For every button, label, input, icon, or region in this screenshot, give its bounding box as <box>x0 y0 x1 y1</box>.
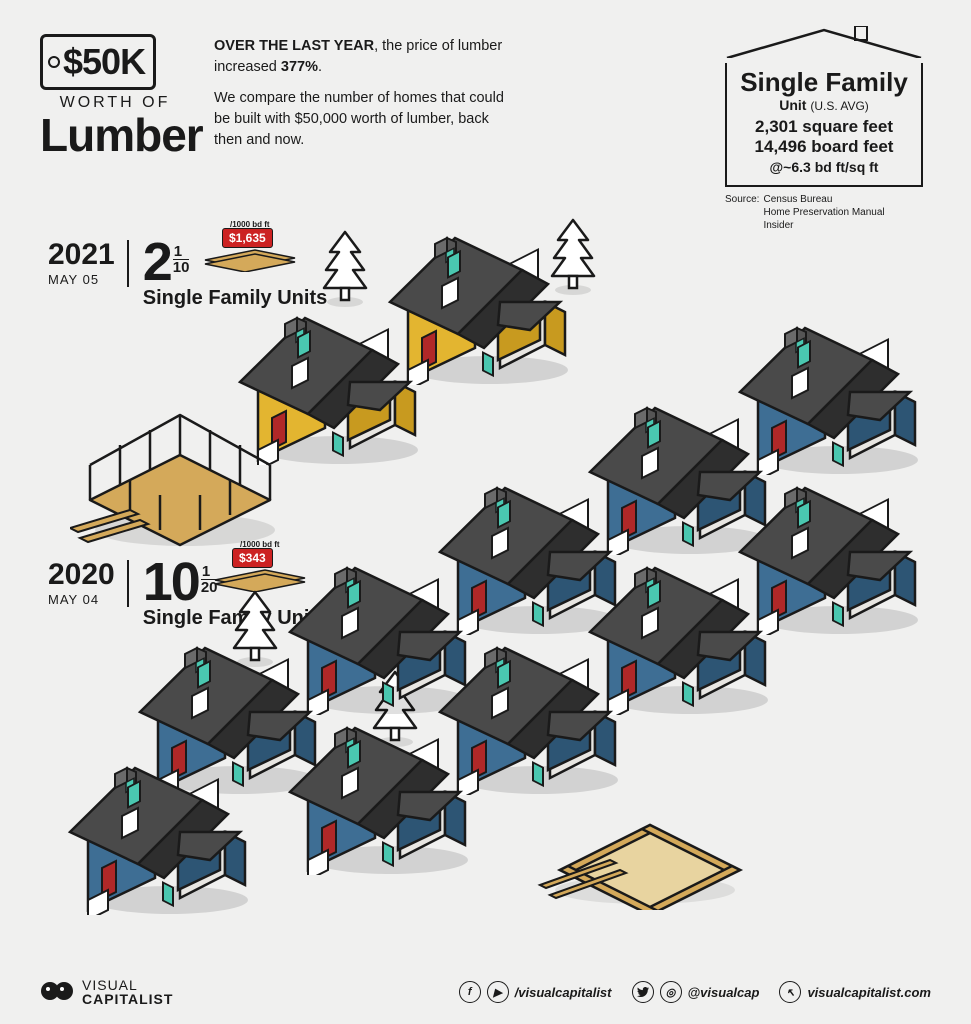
unit-avg: (U.S. AVG) <box>810 99 868 113</box>
instagram-icon: ◎ <box>660 981 682 1003</box>
house-2020 <box>280 720 470 875</box>
facebook-icon: f <box>459 981 481 1003</box>
house-foundation-partial <box>530 800 750 910</box>
unit-title: Single Family <box>731 69 917 95</box>
house-frame-partial <box>70 400 290 550</box>
price-amount: $50K <box>63 41 145 83</box>
social-handle-1: /visualcapitalist <box>515 985 612 1000</box>
unit-subtitle: Unit <box>779 97 806 113</box>
brand-visual: VISUAL <box>82 978 173 992</box>
price-sign-2020: $343 <box>232 548 273 568</box>
intro-line2: We compare the number of homes that coul… <box>214 88 514 151</box>
intro-prefix: OVER THE LAST YEAR <box>214 38 374 54</box>
price-subject: Lumber <box>40 112 190 158</box>
price-tag: $50K WORTH OF Lumber <box>40 30 190 158</box>
footer: VISUAL CAPITALIST f ▶ /visualcapitalist … <box>40 978 931 1006</box>
price-tag-box: $50K <box>40 34 156 90</box>
social-links: f ▶ /visualcapitalist ◎ @visualcap ↖ vis… <box>459 981 931 1003</box>
brand-logo-icon <box>40 979 74 1005</box>
unit-sqft: 2,301 square feet <box>731 117 917 137</box>
unit-boardft: 14,496 board feet <box>731 137 917 157</box>
cursor-icon: ↖ <box>779 981 801 1003</box>
youtube-icon: ▶ <box>487 981 509 1003</box>
house-outline-roof-icon <box>725 26 923 58</box>
brand-capitalist: CAPITALIST <box>82 992 173 1006</box>
social-site: visualcapitalist.com <box>807 985 931 1000</box>
twitter-icon <box>632 981 654 1003</box>
scene <box>0 200 971 940</box>
house-2020 <box>60 760 250 915</box>
brand: VISUAL CAPITALIST <box>40 978 173 1006</box>
price-sign-2021: $1,635 <box>222 228 273 248</box>
social-handle-2: @visualcap <box>688 985 760 1000</box>
intro-text: OVER THE LAST YEAR, the price of lumber … <box>214 30 514 158</box>
tree-icon <box>320 230 370 308</box>
unit-rate: @~6.3 bd ft/sq ft <box>731 159 917 175</box>
intro-percent: 377% <box>281 59 318 75</box>
